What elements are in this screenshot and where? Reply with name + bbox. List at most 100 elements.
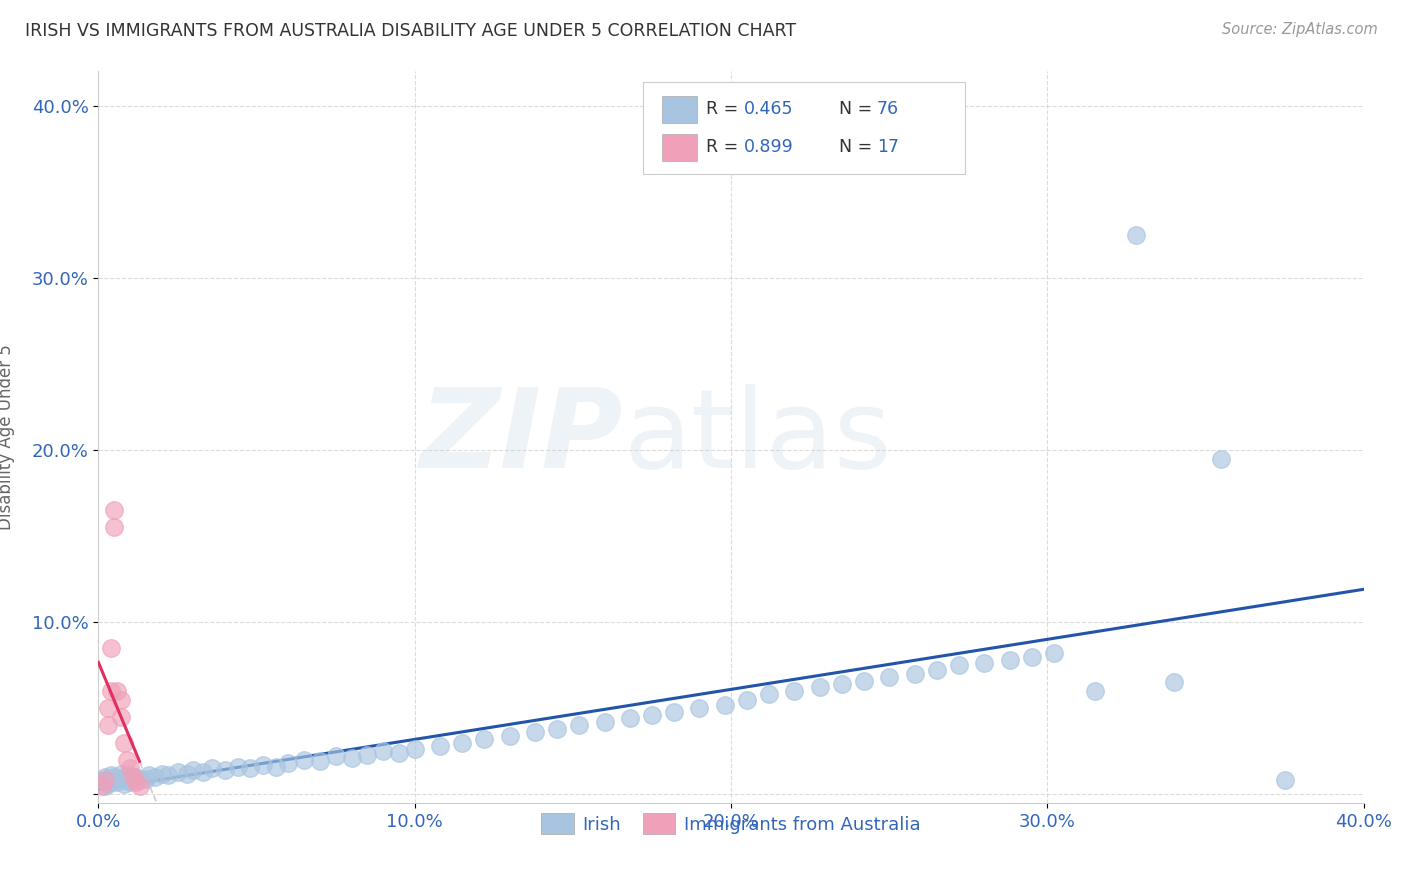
Point	[125, 770, 148, 784]
Text: 0.465: 0.465	[744, 101, 793, 119]
Point	[107, 775, 129, 789]
Point	[783, 684, 806, 698]
Point	[226, 759, 249, 773]
Point	[277, 756, 299, 771]
Point	[97, 718, 120, 732]
Point	[112, 735, 135, 749]
Point	[90, 779, 112, 793]
Point	[103, 770, 125, 784]
Point	[619, 711, 641, 725]
Point	[498, 729, 520, 743]
Point	[1125, 227, 1147, 242]
Point	[103, 773, 125, 788]
Point	[122, 772, 145, 786]
Point	[925, 663, 948, 677]
Point	[688, 701, 710, 715]
Point	[103, 520, 125, 534]
Point	[758, 687, 780, 701]
Point	[97, 701, 120, 715]
Point	[191, 764, 214, 779]
Point	[214, 763, 236, 777]
Point	[128, 773, 150, 788]
Point	[903, 666, 925, 681]
Point	[110, 692, 132, 706]
Point	[264, 759, 287, 773]
Point	[100, 684, 122, 698]
Point	[120, 775, 141, 789]
Point	[120, 768, 141, 782]
Point	[97, 772, 120, 786]
Point	[107, 684, 129, 698]
Y-axis label: Disability Age Under 5: Disability Age Under 5	[0, 344, 15, 530]
Point	[93, 770, 117, 784]
Point	[135, 772, 157, 786]
Text: R =: R =	[706, 138, 744, 156]
Point	[100, 640, 122, 655]
Point	[388, 746, 411, 760]
Point	[735, 692, 758, 706]
Point	[166, 764, 188, 779]
Text: Source: ZipAtlas.com: Source: ZipAtlas.com	[1222, 22, 1378, 37]
Point	[100, 768, 122, 782]
Point	[93, 773, 117, 788]
FancyBboxPatch shape	[661, 96, 697, 122]
Point	[356, 747, 378, 762]
Point	[593, 714, 616, 729]
Point	[115, 753, 138, 767]
Point	[641, 708, 664, 723]
Point	[664, 705, 686, 719]
Point	[128, 779, 150, 793]
Point	[1211, 451, 1233, 466]
Point	[112, 770, 135, 784]
Point	[239, 761, 262, 775]
Point	[948, 658, 970, 673]
Point	[973, 657, 995, 671]
Text: 76: 76	[877, 101, 898, 119]
FancyBboxPatch shape	[643, 82, 966, 174]
Point	[252, 758, 274, 772]
Point	[120, 761, 141, 775]
Point	[404, 742, 426, 756]
Point	[103, 503, 125, 517]
Point	[157, 768, 180, 782]
Point	[831, 677, 853, 691]
Point	[1163, 675, 1185, 690]
Text: IRISH VS IMMIGRANTS FROM AUSTRALIA DISABILITY AGE UNDER 5 CORRELATION CHART: IRISH VS IMMIGRANTS FROM AUSTRALIA DISAB…	[25, 22, 796, 40]
Point	[1021, 649, 1043, 664]
Point	[90, 773, 112, 788]
Point	[1084, 684, 1107, 698]
Point	[1274, 773, 1296, 788]
FancyBboxPatch shape	[661, 135, 697, 161]
Point	[201, 761, 224, 775]
Text: ZIP: ZIP	[420, 384, 623, 491]
Point	[292, 753, 315, 767]
Point	[309, 755, 332, 769]
Point	[713, 698, 737, 712]
Point	[523, 725, 546, 739]
Point	[138, 768, 160, 782]
Point	[110, 710, 132, 724]
Point	[125, 775, 148, 789]
Point	[472, 732, 495, 747]
Point	[93, 779, 117, 793]
Point	[145, 770, 166, 784]
Point	[325, 749, 347, 764]
Point	[371, 744, 394, 758]
Text: atlas: atlas	[623, 384, 891, 491]
Text: R =: R =	[706, 101, 744, 119]
Point	[852, 673, 875, 688]
Text: N =: N =	[838, 138, 877, 156]
Point	[176, 766, 198, 780]
Point	[110, 766, 132, 780]
Point	[97, 777, 120, 791]
Point	[115, 773, 138, 788]
Point	[568, 718, 591, 732]
Point	[110, 772, 132, 786]
Point	[998, 653, 1021, 667]
Point	[150, 766, 173, 780]
Point	[451, 735, 474, 749]
Point	[340, 751, 363, 765]
Point	[122, 770, 145, 784]
Text: N =: N =	[838, 101, 877, 119]
Point	[112, 777, 135, 791]
